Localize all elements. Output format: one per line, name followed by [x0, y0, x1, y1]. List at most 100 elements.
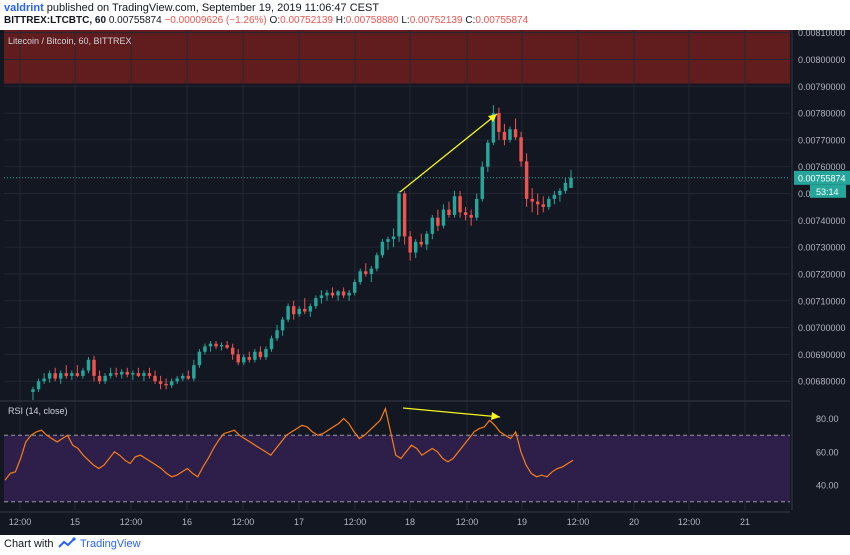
candle-body [408, 236, 412, 253]
candle-body [536, 201, 540, 205]
resistance-zone [4, 30, 790, 84]
candle-body [380, 241, 385, 256]
candle-body [203, 346, 207, 352]
candle-body [569, 177, 573, 188]
ohlc-high: 0.00758880 [345, 15, 399, 26]
rsi-tick-label: 40.00 [816, 481, 839, 491]
rsi-line [4, 406, 574, 481]
time-tick-label: 15 [70, 517, 80, 527]
ohlc-open: 0.00752139 [280, 15, 333, 26]
candle-body [330, 292, 335, 296]
candle-body [419, 241, 423, 245]
time-tick-label: 20 [629, 517, 639, 527]
candle-body [497, 113, 501, 132]
tradingview-brand[interactable]: TradingView [80, 538, 141, 550]
candle-body [192, 365, 196, 379]
time-tick-label: 12:00 [678, 517, 701, 527]
candle-body [181, 375, 185, 379]
candle-body [169, 381, 174, 386]
time-tick-label: 21 [740, 517, 750, 527]
author-name[interactable]: valdrint [4, 2, 44, 14]
candle-body [397, 193, 401, 237]
price-tick-label: 0.00730000 [798, 243, 846, 253]
candle-body [75, 373, 80, 376]
candle-body [131, 373, 135, 375]
symbol-label: BITTREX:LTCBTC, 60 [4, 15, 107, 26]
candle-body [208, 343, 213, 347]
candle-body [314, 298, 318, 307]
candle-body [325, 292, 329, 296]
candle-body [59, 373, 63, 379]
time-tick-label: 18 [405, 517, 415, 527]
candle-body [413, 241, 418, 253]
candle-body [469, 215, 473, 218]
candle-body [563, 182, 568, 191]
candle-body [153, 375, 157, 382]
rsi-pane-title: RSI (14, close) [8, 406, 68, 416]
candle-body [386, 239, 390, 242]
candle-body [347, 292, 351, 296]
candle-body [53, 373, 57, 379]
price-tick-label: 0.00690000 [798, 350, 846, 360]
countdown-label: 53:14 [816, 187, 839, 197]
candle-body [164, 383, 168, 386]
time-tick-label: 12:00 [120, 517, 143, 527]
price-trend-arrowhead [488, 114, 497, 122]
candle-body [336, 291, 340, 296]
candle-body [70, 373, 74, 376]
chart-header: valdrint published on TradingView.com, S… [0, 0, 850, 30]
candle-body [480, 166, 484, 199]
price-tick-label: 0.00780000 [798, 109, 846, 119]
time-tick-label: 12:00 [9, 517, 32, 527]
symbol-info: BITTREX:LTCBTC, 60 0.00755874 −0.0000962… [4, 15, 528, 26]
chart-svg[interactable]: 0.00810000 0.00800000 0.00790000 0.00780000… [0, 30, 850, 535]
rsi-band [4, 435, 790, 502]
candle-body [125, 371, 130, 375]
candle-body [447, 209, 451, 215]
publish-text: published on TradingView.com, September … [43, 2, 380, 14]
candle-body [158, 381, 163, 384]
candle-body [458, 196, 462, 213]
rsi-divergence-arrow [402, 407, 501, 418]
time-tick-label: 19 [517, 517, 527, 527]
candle-body [264, 349, 268, 358]
candle-body [230, 347, 235, 355]
candle-body [513, 129, 518, 138]
candle-body [341, 291, 346, 296]
candle-body [120, 371, 124, 375]
candle-body [519, 137, 523, 162]
candle-body [308, 306, 313, 312]
price-tick-label: 0.00740000 [798, 216, 846, 226]
ohlc-low: 0.00752139 [409, 15, 463, 26]
price-trend-arrow [399, 113, 498, 193]
candle-body [92, 359, 96, 376]
price-tick-label: 0.00790000 [798, 82, 846, 92]
candle-body [541, 204, 545, 207]
candle-body [364, 271, 368, 274]
publish-info: valdrint published on TradingView.com, S… [4, 2, 379, 14]
candle-body [524, 161, 529, 199]
candle-body [64, 373, 68, 376]
candle-body [236, 354, 240, 363]
chart-area[interactable]: 0.00810000 0.00800000 0.00790000 0.00780000… [0, 30, 850, 535]
candle-body [369, 268, 374, 274]
candle-body [291, 306, 296, 315]
candle-body [297, 308, 301, 315]
candle-body [452, 196, 457, 215]
candle-body [391, 236, 396, 240]
rsi-tick-label: 60.00 [816, 447, 839, 457]
price-tick-label: 0.00810000 [798, 30, 846, 38]
candle-body [86, 359, 91, 371]
candle-body [175, 378, 179, 382]
candle-body [36, 381, 41, 390]
rsi-tick-label: 80.00 [816, 414, 839, 424]
candle-body [103, 375, 107, 382]
candle-body [108, 373, 113, 376]
candle-body [81, 370, 85, 376]
candle-body [352, 282, 357, 293]
ohlc-close: 0.00755874 [475, 15, 529, 26]
last-price-box [794, 170, 850, 185]
candle-body [375, 255, 379, 269]
time-tick-label: 16 [182, 517, 192, 527]
last-price-label: 0.00755874 [798, 173, 846, 183]
